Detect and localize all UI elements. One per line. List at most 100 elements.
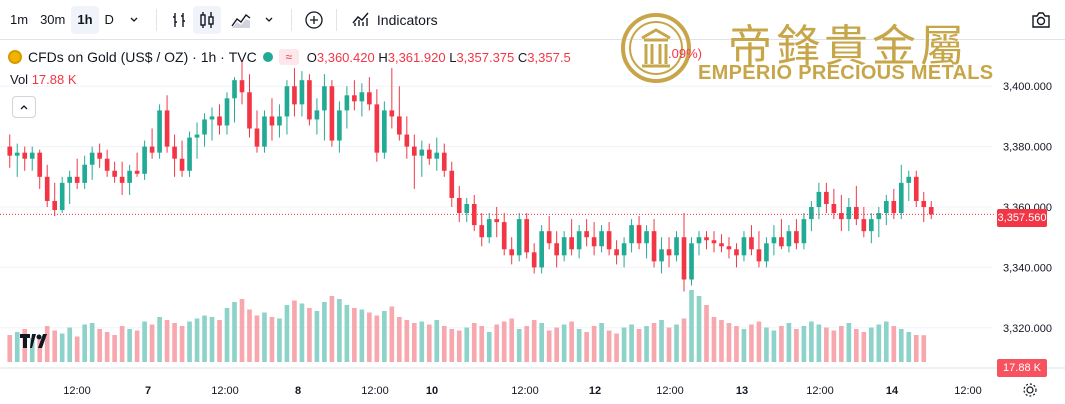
volume-bar (726, 323, 732, 362)
volume-bar (104, 332, 110, 362)
open-label: O (306, 49, 317, 65)
x-tick-label: 14 (886, 385, 899, 397)
x-tick-label: 12:00 (511, 385, 539, 397)
volume-bar (554, 327, 559, 362)
volume-bar (629, 324, 634, 362)
candle-body (839, 213, 844, 220)
interval-d[interactable]: D (104, 12, 114, 27)
volume-bar (846, 323, 852, 362)
high-label: H (378, 49, 388, 65)
add-compare-icon[interactable] (300, 6, 328, 34)
volume-bar (397, 317, 402, 362)
ohlc-values: O3,360.420 H3,361.920 L3,357.375 C3,357.… (307, 50, 571, 65)
candle-body (367, 92, 372, 105)
candle-body (831, 204, 837, 214)
volume-bar (681, 318, 687, 362)
candle-body (187, 137, 192, 171)
candle-body (202, 119, 207, 135)
settings-icon[interactable] (1022, 382, 1038, 398)
volume-bar (411, 323, 417, 362)
tradingview-logo[interactable] (18, 330, 48, 350)
candle-body (374, 104, 380, 153)
volume-bar (269, 317, 275, 362)
volume-bar (292, 300, 297, 362)
volume-bar (449, 329, 455, 362)
candle-body (749, 237, 754, 250)
candle-body (441, 152, 447, 171)
candle-body (591, 237, 597, 247)
candle-body (149, 146, 155, 153)
bar-style-icon[interactable] (165, 6, 193, 34)
area-style-icon[interactable] (227, 6, 255, 34)
candle-body (217, 116, 222, 126)
volume-bar (434, 320, 440, 362)
candle-body (794, 231, 799, 244)
wave-icon[interactable]: ≈ (278, 49, 299, 65)
last-price-badge: 3,357.560 (997, 209, 1047, 227)
candle-body (247, 92, 252, 129)
symbol-name[interactable]: CFDs on Gold (US$ / OZ) (28, 49, 189, 65)
toolbar-divider (290, 8, 292, 31)
logo-chinese: 帝鋒貴金屬 (728, 21, 968, 72)
candle-body (681, 237, 687, 280)
volume-bar (764, 327, 769, 362)
market-open-dot (262, 52, 273, 62)
candle-body (344, 95, 350, 111)
candle-body (584, 231, 589, 238)
volume-bar (441, 326, 447, 362)
candle-body (764, 243, 769, 262)
camera-icon[interactable] (1029, 8, 1053, 32)
candle-body (629, 225, 634, 244)
candle-body (779, 237, 784, 247)
volume-bar (501, 321, 507, 362)
candle-body (292, 86, 297, 105)
low-value: 3,357.375 (456, 49, 515, 65)
volume-bar (179, 326, 185, 362)
candle-style-icon[interactable] (192, 5, 221, 34)
candle-body (434, 152, 440, 159)
volume-bar (868, 327, 874, 362)
candle-body (921, 200, 927, 208)
interval-1h[interactable]: 1h (71, 5, 99, 34)
volume-bar (284, 305, 290, 362)
volume-bar (494, 324, 500, 362)
candle-body (172, 146, 177, 159)
candle-body (606, 231, 612, 250)
interval-1m[interactable]: 1m (10, 12, 29, 27)
interval-30m[interactable]: 30m (40, 12, 66, 27)
candle-body (696, 237, 702, 244)
volume-bar (232, 302, 237, 362)
volume-bar (97, 329, 102, 362)
candle-body (486, 219, 492, 238)
volume-value: 17.88 K (31, 72, 77, 87)
collapse-legend-button[interactable] (12, 96, 36, 118)
candle-body (711, 240, 717, 244)
x-tick-label: 12:00 (656, 385, 684, 397)
candle-body (816, 191, 822, 208)
candle-body (689, 243, 694, 280)
volume-bar (127, 329, 132, 362)
candle-body (164, 110, 170, 147)
candle-body (561, 237, 567, 256)
volume-bar (749, 324, 754, 362)
price-chart[interactable]: 3,400.0003,380.0003,360.0003,340.0003,32… (0, 40, 1065, 404)
indicators-button[interactable]: Indicators (345, 9, 444, 30)
top-toolbar: 1m 30m 1h D Indicators (0, 0, 1065, 40)
candle-body (127, 170, 132, 183)
candle-body (876, 213, 882, 220)
volume-bar (861, 332, 867, 362)
y-tick-label: 3,400.000 (1003, 81, 1052, 93)
volume-bar (202, 315, 207, 362)
candle-body (389, 110, 395, 117)
volume-bar (329, 296, 335, 362)
volume-bar (14, 332, 20, 362)
candle-body (329, 86, 335, 141)
x-tick-label: 12:00 (361, 385, 389, 397)
chevron-down-icon[interactable] (120, 6, 148, 34)
candle-body (254, 128, 260, 147)
volume-bar (59, 333, 65, 362)
chevron-down-icon[interactable] (255, 6, 283, 34)
volume-bar (591, 326, 597, 362)
candle-body (539, 231, 544, 268)
volume-bar (314, 311, 320, 362)
